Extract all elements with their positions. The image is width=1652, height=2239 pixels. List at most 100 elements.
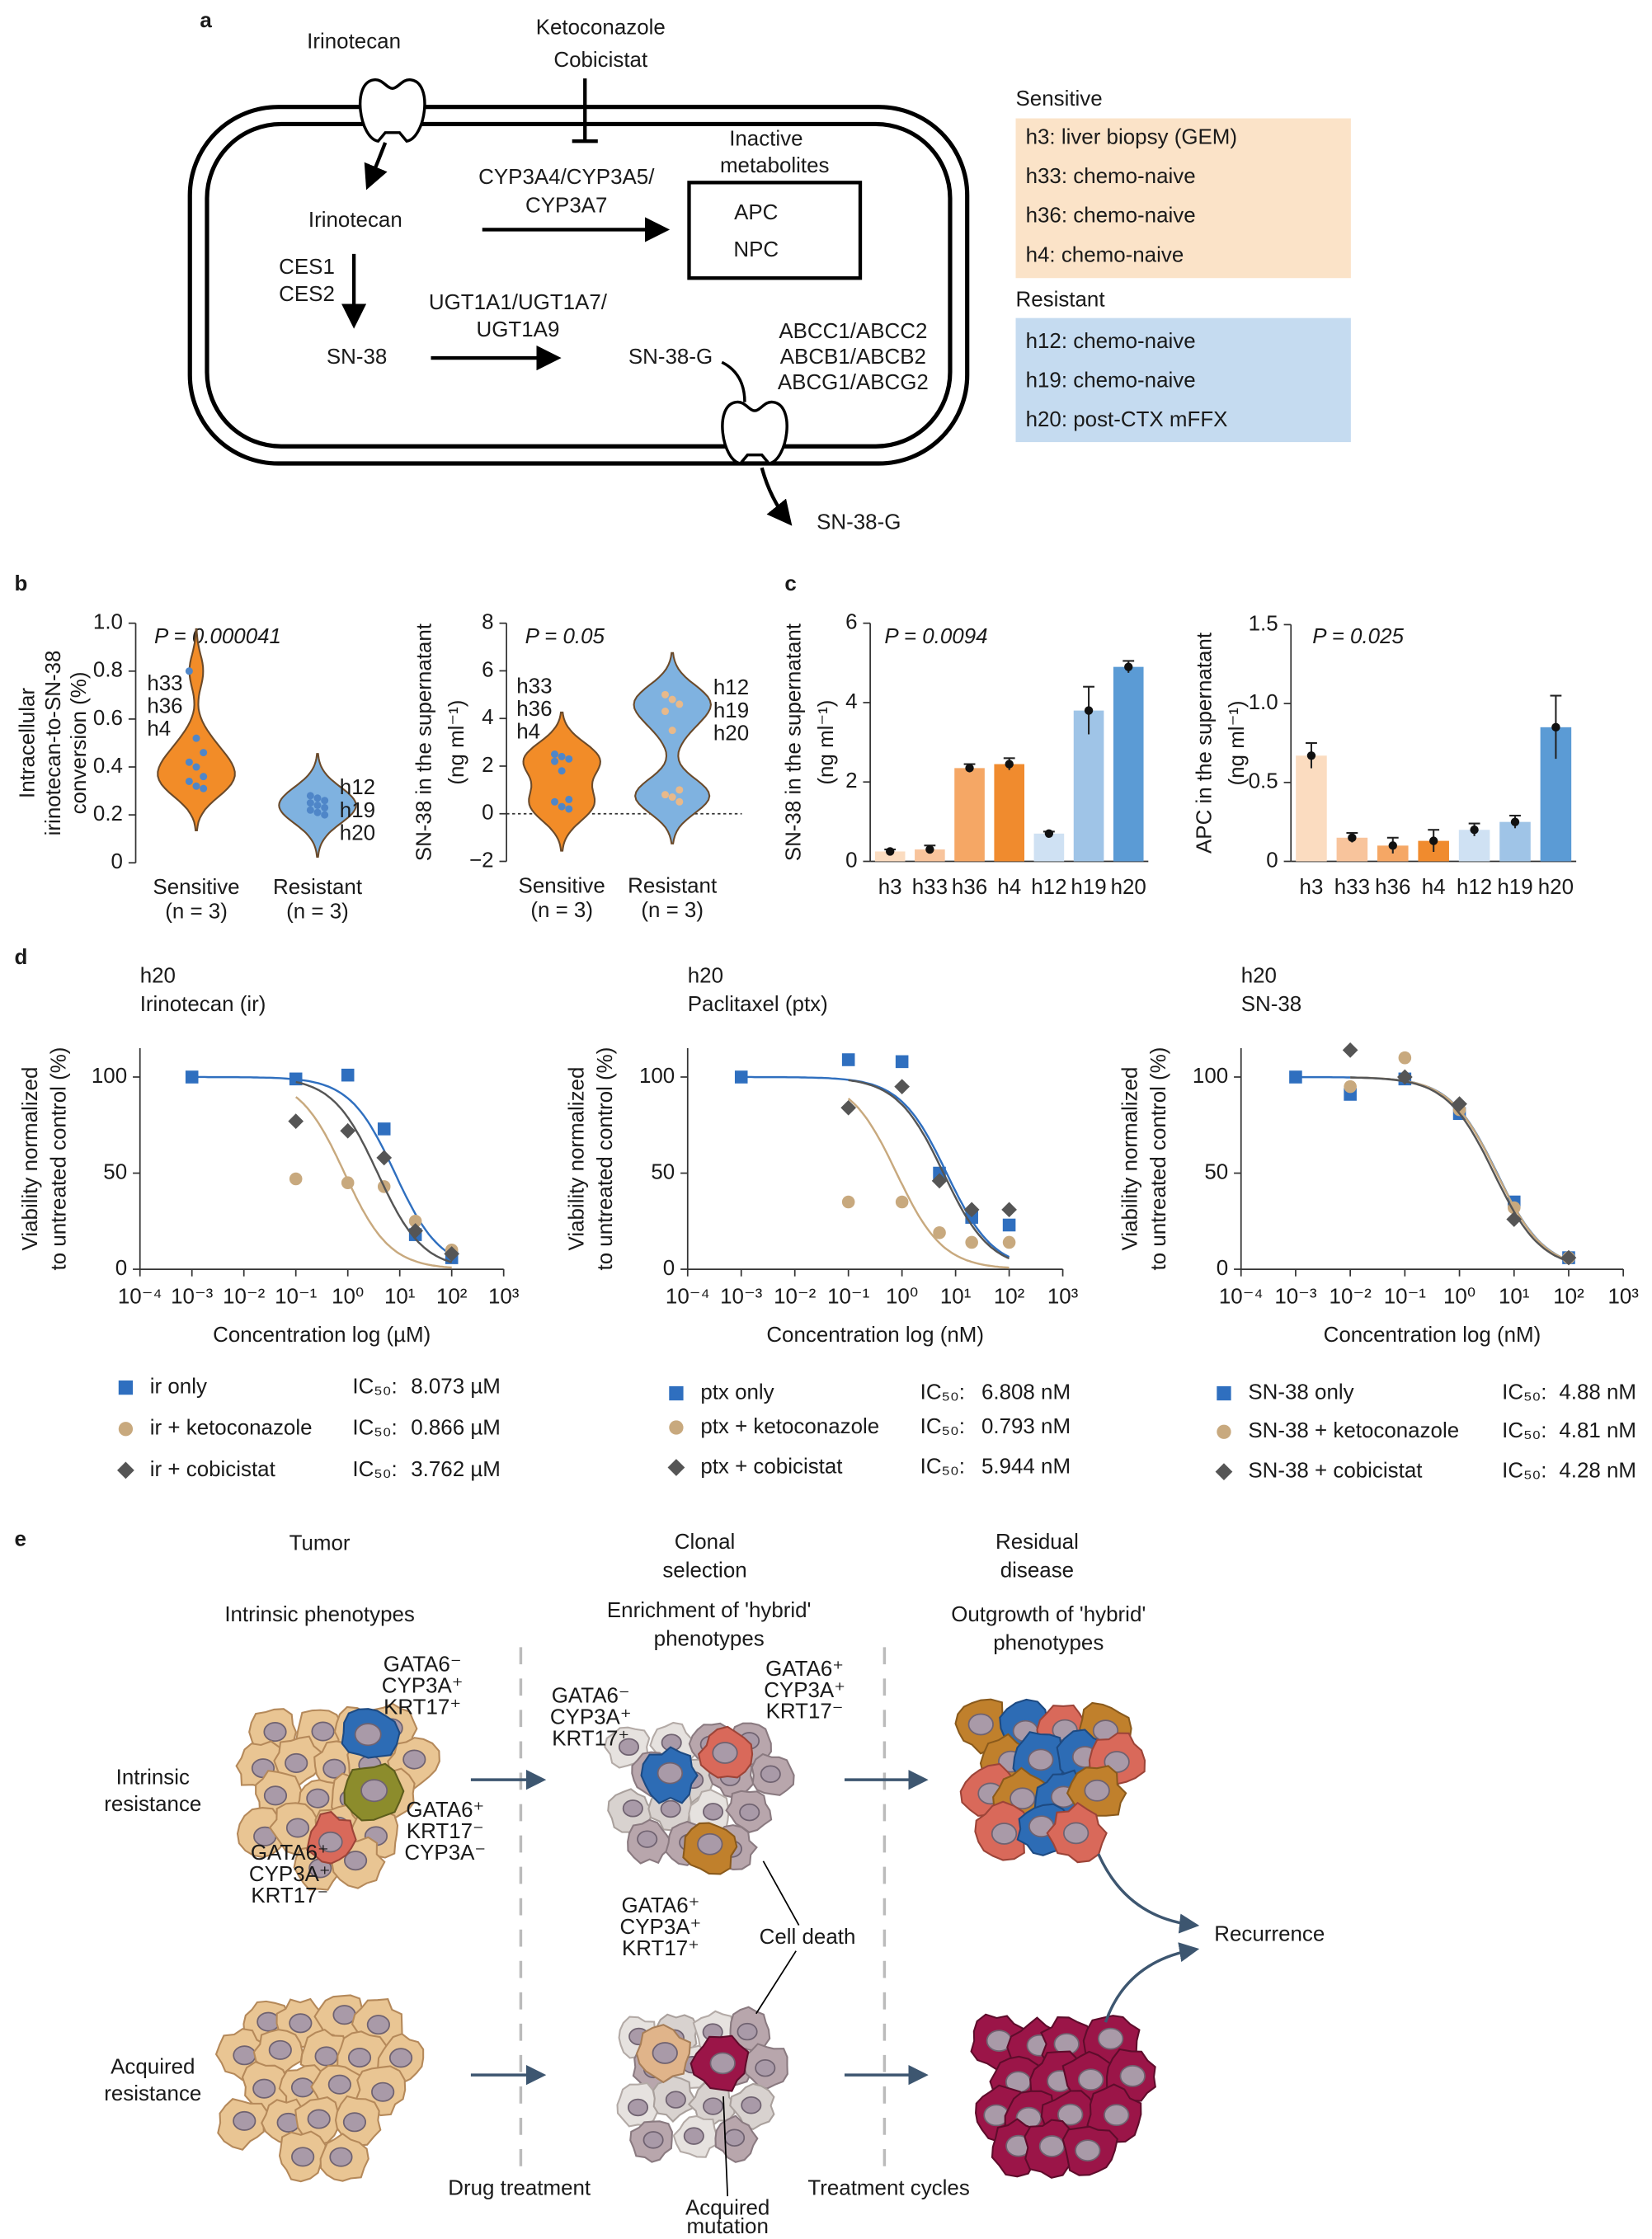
x-tick-label: h36 xyxy=(952,876,987,899)
x-tick-label: h33 xyxy=(912,876,948,899)
nucleus xyxy=(306,1788,330,1809)
nucleus xyxy=(1028,1748,1054,1771)
nucleus xyxy=(1038,2135,1066,2157)
nucleus xyxy=(371,2081,395,2102)
data-point xyxy=(894,1079,910,1094)
y-tick-label: −2 xyxy=(469,849,494,872)
fit-curve xyxy=(848,1079,1010,1260)
data-point xyxy=(661,791,670,799)
data-point xyxy=(313,802,322,809)
label: APC xyxy=(734,201,778,224)
chart-title: Irinotecan (ir) xyxy=(140,993,266,1016)
label: metabolites xyxy=(720,154,830,177)
x-tick-sublabel: (n = 3) xyxy=(530,899,593,922)
bar xyxy=(1073,710,1104,862)
data-point xyxy=(444,1246,460,1262)
marker-label: GATA6⁻ xyxy=(552,1685,630,1708)
data-point xyxy=(1002,1235,1016,1249)
marker-label: GATA6⁻ xyxy=(384,1653,462,1677)
bar xyxy=(915,849,945,862)
y-tick-label: 2 xyxy=(482,754,493,777)
x-tick-label: 10⁻³ xyxy=(1274,1286,1317,1309)
pointer xyxy=(755,1950,797,2015)
data-point xyxy=(321,797,329,805)
data-point xyxy=(185,1070,199,1084)
y-tick-label: 6 xyxy=(482,658,493,681)
nucleus xyxy=(724,2128,746,2147)
y-axis-label: Viability normalized xyxy=(565,1067,588,1251)
pointer xyxy=(762,1860,800,1926)
arrow xyxy=(364,142,388,191)
y-tick-label: 0.2 xyxy=(93,802,123,826)
y-tick-label: 2 xyxy=(845,769,857,793)
legend-label: ptx + ketoconazole xyxy=(700,1415,879,1438)
mean-point xyxy=(1551,722,1560,732)
annotation: h20 xyxy=(340,821,375,844)
y-tick-label: 100 xyxy=(1193,1065,1228,1088)
y-tick-label: 50 xyxy=(1204,1160,1228,1183)
nucleus xyxy=(263,1722,287,1743)
ic50-prefix: IC₅₀: xyxy=(1502,1381,1546,1404)
p-value: P = 0.000041 xyxy=(154,625,281,648)
mean-point xyxy=(965,764,974,773)
y-axis-label: (ng ml⁻¹) xyxy=(815,700,838,785)
x-tick-label: Resistant xyxy=(273,876,363,899)
nucleus xyxy=(1084,1779,1110,1802)
x-tick-label: 10⁻³ xyxy=(720,1286,763,1309)
column-subtitle: phenotypes xyxy=(993,1632,1104,1655)
outcome-label: Recurrence xyxy=(1214,1923,1325,1946)
x-tick-label: Sensitive xyxy=(153,876,239,899)
label: Irinotecan xyxy=(307,31,401,54)
data-point xyxy=(668,695,676,703)
data-point xyxy=(565,755,573,763)
annotation: h12 xyxy=(340,776,375,799)
violin xyxy=(633,651,713,844)
nucleus xyxy=(342,2112,367,2133)
y-axis-label: SN-38 in the supernatant xyxy=(412,623,435,861)
data-point xyxy=(895,1055,909,1069)
nucleus xyxy=(709,2052,736,2075)
data-point xyxy=(661,690,670,699)
x-tick-label: 10⁰ xyxy=(1443,1286,1476,1309)
label: Ketoconazole xyxy=(536,16,666,39)
data-point xyxy=(558,767,566,775)
chart-title: Paclitaxel (ptx) xyxy=(688,993,828,1016)
y-axis-label: Viability normalized xyxy=(1118,1067,1141,1251)
panel-label: c xyxy=(784,572,796,595)
row-label: Acquired xyxy=(111,2055,195,2078)
x-tick-label: 10² xyxy=(436,1286,468,1309)
chart-title: h20 xyxy=(1241,964,1277,987)
fit-curve xyxy=(847,1098,1010,1269)
legend-marker xyxy=(118,1422,134,1437)
legend-marker xyxy=(669,1420,684,1435)
nucleus xyxy=(703,1803,724,1821)
data-point xyxy=(558,802,566,811)
ic50-prefix: IC₅₀: xyxy=(920,1415,965,1438)
marker-label: CYP3A⁺ xyxy=(620,1916,702,1939)
nucleus xyxy=(712,1742,738,1764)
x-tick-label: h19 xyxy=(1071,876,1106,899)
nucleus xyxy=(318,1831,343,1853)
data-point xyxy=(313,808,322,816)
annotation: h33 xyxy=(516,675,552,698)
nucleus xyxy=(642,2131,664,2149)
ic50-label: 6.808 nM xyxy=(981,1381,1071,1404)
nucleus xyxy=(347,2048,372,2068)
data-point xyxy=(840,1099,857,1116)
legend-marker xyxy=(669,1385,684,1401)
nucleus xyxy=(637,1830,658,1848)
nucleus xyxy=(360,1779,388,1803)
nucleus xyxy=(1097,2027,1124,2050)
data-point xyxy=(306,806,314,814)
label: SN-38-G xyxy=(817,510,901,534)
y-tick-label: 1.0 xyxy=(93,611,123,634)
row-label: resistance xyxy=(104,1793,201,1816)
legend-item: h4: chemo-naive xyxy=(1026,243,1184,266)
bar xyxy=(954,768,985,862)
x-tick-label: h12 xyxy=(1031,876,1066,899)
data-point xyxy=(306,799,314,807)
nucleus xyxy=(622,1799,643,1818)
nucleus xyxy=(329,2147,353,2167)
data-point xyxy=(668,727,676,735)
